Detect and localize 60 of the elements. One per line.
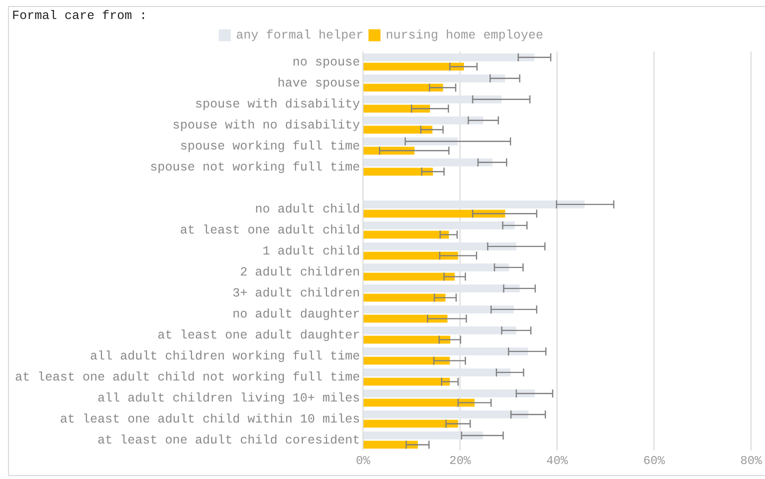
bar [364, 230, 449, 239]
y-tick-label: at least one adult child not working full time [14, 370, 360, 384]
bar [364, 62, 464, 71]
bar [364, 168, 433, 176]
bar [364, 398, 475, 407]
y-tick-label: no adult daughter [232, 307, 360, 322]
bar [364, 84, 444, 92]
y-tick-label: at least one adult child coresident [98, 433, 360, 448]
bar [364, 210, 506, 218]
y-tick-label: all adult children living 10+ miles [98, 391, 360, 406]
y-tick-label: no adult child [255, 202, 360, 216]
y-tick-label: 2 adult children [240, 265, 360, 280]
bar [364, 264, 510, 272]
y-tick-label: all adult children working full time [90, 349, 360, 364]
bar [364, 326, 516, 334]
bar [364, 74, 506, 82]
bar [364, 126, 432, 134]
bar [364, 336, 450, 344]
bar [364, 314, 448, 323]
bar [364, 104, 430, 113]
bar [364, 356, 450, 365]
y-tick-label: at least one adult child [180, 223, 360, 238]
y-tick-label: have spouse [278, 76, 360, 90]
x-tick-label: 60% [643, 454, 666, 468]
bar [364, 53, 534, 62]
bar [364, 272, 455, 281]
bar [364, 410, 528, 418]
x-tick-label: 0% [356, 454, 372, 468]
y-tick-label: at least one adult child within 10 miles [60, 412, 360, 426]
bar [364, 306, 514, 314]
y-tick-label: at least one adult daughter [158, 328, 360, 342]
bar [364, 242, 516, 250]
x-tick-label: 20% [449, 454, 472, 468]
bar [364, 284, 520, 292]
bar [364, 420, 458, 428]
y-tick-label: 1 adult child [262, 244, 360, 258]
bar [364, 432, 483, 440]
bar [364, 252, 458, 260]
x-tick-label: 40% [546, 454, 569, 468]
legend-label: any formal helper [236, 28, 364, 43]
y-tick-label: 3+ adult children [232, 286, 360, 300]
x-tick-label: 80% [740, 454, 763, 468]
bar [364, 95, 502, 104]
y-tick-label: no spouse [292, 55, 360, 70]
bar [364, 368, 510, 376]
y-tick-label: spouse with no disability [172, 118, 361, 132]
text: Formal care from : [12, 8, 148, 23]
bar [364, 378, 450, 386]
y-tick-label: spouse with disability [195, 97, 361, 112]
legend-label: nursing home employee [386, 28, 544, 43]
bar [364, 200, 585, 208]
bar [364, 158, 493, 166]
bar [364, 116, 484, 124]
bar [364, 221, 515, 230]
bar [364, 348, 528, 356]
bar [364, 137, 458, 146]
bar [364, 390, 535, 398]
y-tick-label: spouse not working full time [150, 160, 360, 174]
bar [364, 294, 446, 302]
y-tick-label: spouse working full time [180, 139, 360, 154]
